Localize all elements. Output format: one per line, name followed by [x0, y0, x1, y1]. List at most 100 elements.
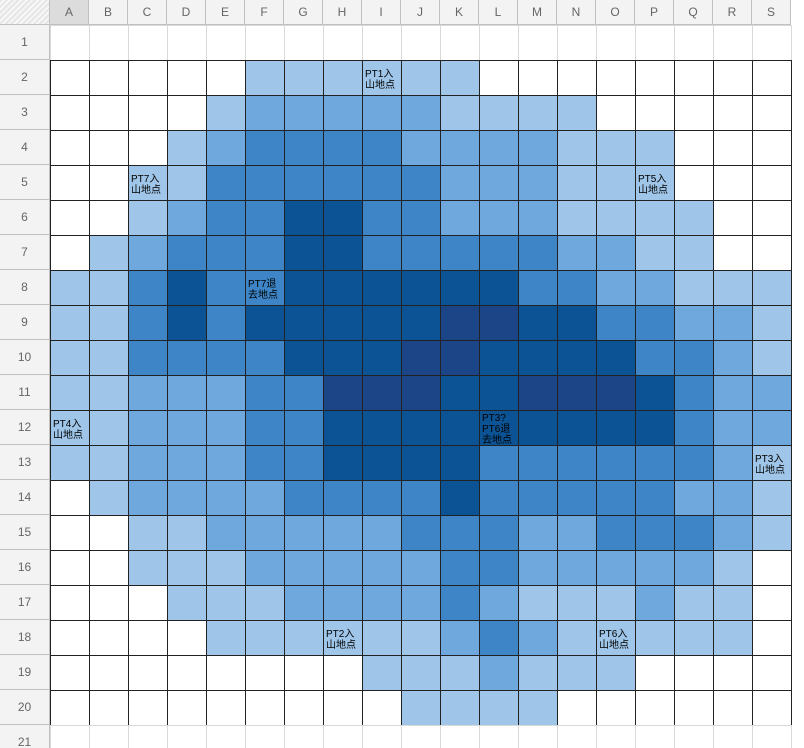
- row-header[interactable]: 17: [0, 585, 50, 620]
- cell[interactable]: [674, 200, 714, 236]
- cell[interactable]: [362, 550, 402, 586]
- cell[interactable]: [362, 235, 402, 271]
- cell[interactable]: [557, 165, 597, 201]
- column-header[interactable]: R: [713, 0, 752, 25]
- cell[interactable]: [362, 270, 402, 306]
- cell[interactable]: [479, 165, 519, 201]
- cell[interactable]: [323, 725, 363, 748]
- cell[interactable]: [557, 690, 597, 726]
- cell[interactable]: [713, 620, 753, 656]
- cell[interactable]: [245, 375, 285, 411]
- cell[interactable]: [128, 25, 168, 61]
- cell[interactable]: [362, 340, 402, 376]
- cell[interactable]: [479, 550, 519, 586]
- cell[interactable]: [50, 305, 90, 341]
- cell[interactable]: [713, 480, 753, 516]
- cell[interactable]: [284, 270, 324, 306]
- cell[interactable]: [284, 130, 324, 166]
- cell[interactable]: [167, 130, 207, 166]
- cell[interactable]: [713, 340, 753, 376]
- cell[interactable]: [752, 655, 792, 691]
- cell[interactable]: [557, 235, 597, 271]
- cell[interactable]: [752, 235, 792, 271]
- cell[interactable]: [440, 410, 480, 446]
- cell[interactable]: [245, 480, 285, 516]
- cell[interactable]: [206, 165, 246, 201]
- cell[interactable]: [752, 690, 792, 726]
- cell[interactable]: [284, 25, 324, 61]
- cell[interactable]: [323, 25, 363, 61]
- row-header[interactable]: 4: [0, 130, 50, 165]
- cell[interactable]: [440, 60, 480, 96]
- cell[interactable]: [596, 25, 636, 61]
- cell[interactable]: [284, 515, 324, 551]
- cell[interactable]: [596, 585, 636, 621]
- cell[interactable]: [362, 200, 402, 236]
- cell[interactable]: [518, 550, 558, 586]
- cell[interactable]: [128, 445, 168, 481]
- cell[interactable]: [479, 25, 519, 61]
- cell[interactable]: [440, 165, 480, 201]
- cell[interactable]: [89, 690, 129, 726]
- cell[interactable]: [479, 235, 519, 271]
- cell[interactable]: [167, 655, 207, 691]
- cell[interactable]: [50, 515, 90, 551]
- cell[interactable]: [557, 375, 597, 411]
- cell[interactable]: [440, 515, 480, 551]
- cell[interactable]: [674, 725, 714, 748]
- cell[interactable]: [323, 95, 363, 131]
- row-header[interactable]: 11: [0, 375, 50, 410]
- cell[interactable]: [401, 25, 441, 61]
- cell[interactable]: [440, 375, 480, 411]
- cell[interactable]: [674, 655, 714, 691]
- column-header[interactable]: I: [362, 0, 401, 25]
- cell[interactable]: [674, 480, 714, 516]
- cell[interactable]: [596, 410, 636, 446]
- cell[interactable]: [635, 60, 675, 96]
- cell[interactable]: [440, 655, 480, 691]
- cell[interactable]: [284, 165, 324, 201]
- column-header[interactable]: B: [89, 0, 128, 25]
- cell[interactable]: [518, 305, 558, 341]
- cell[interactable]: [596, 620, 636, 656]
- cell[interactable]: [50, 550, 90, 586]
- cell[interactable]: [206, 655, 246, 691]
- cell[interactable]: [752, 585, 792, 621]
- cell[interactable]: [167, 375, 207, 411]
- cell[interactable]: [89, 445, 129, 481]
- cell[interactable]: [245, 725, 285, 748]
- cell[interactable]: [674, 340, 714, 376]
- cell[interactable]: [635, 305, 675, 341]
- cell[interactable]: [674, 515, 714, 551]
- cell[interactable]: [596, 305, 636, 341]
- cell[interactable]: [635, 375, 675, 411]
- cell[interactable]: [518, 480, 558, 516]
- cell[interactable]: [479, 340, 519, 376]
- cell[interactable]: [50, 25, 90, 61]
- cell[interactable]: [167, 690, 207, 726]
- cell[interactable]: [128, 725, 168, 748]
- cell[interactable]: [635, 725, 675, 748]
- cell[interactable]: [479, 655, 519, 691]
- cell[interactable]: [50, 725, 90, 748]
- cell[interactable]: [401, 410, 441, 446]
- cell[interactable]: [401, 200, 441, 236]
- cell[interactable]: [713, 550, 753, 586]
- cell[interactable]: [362, 585, 402, 621]
- cell[interactable]: [401, 375, 441, 411]
- cell[interactable]: [401, 550, 441, 586]
- cell[interactable]: [479, 305, 519, 341]
- cell[interactable]: [50, 480, 90, 516]
- cell[interactable]: [596, 60, 636, 96]
- cell[interactable]: [401, 585, 441, 621]
- cell[interactable]: [128, 655, 168, 691]
- cell[interactable]: [284, 655, 324, 691]
- cell[interactable]: [557, 585, 597, 621]
- cell[interactable]: [50, 130, 90, 166]
- cell[interactable]: [713, 585, 753, 621]
- cell[interactable]: [362, 375, 402, 411]
- cell[interactable]: [362, 515, 402, 551]
- cell[interactable]: [752, 550, 792, 586]
- cell[interactable]: [323, 620, 363, 656]
- cell[interactable]: [284, 620, 324, 656]
